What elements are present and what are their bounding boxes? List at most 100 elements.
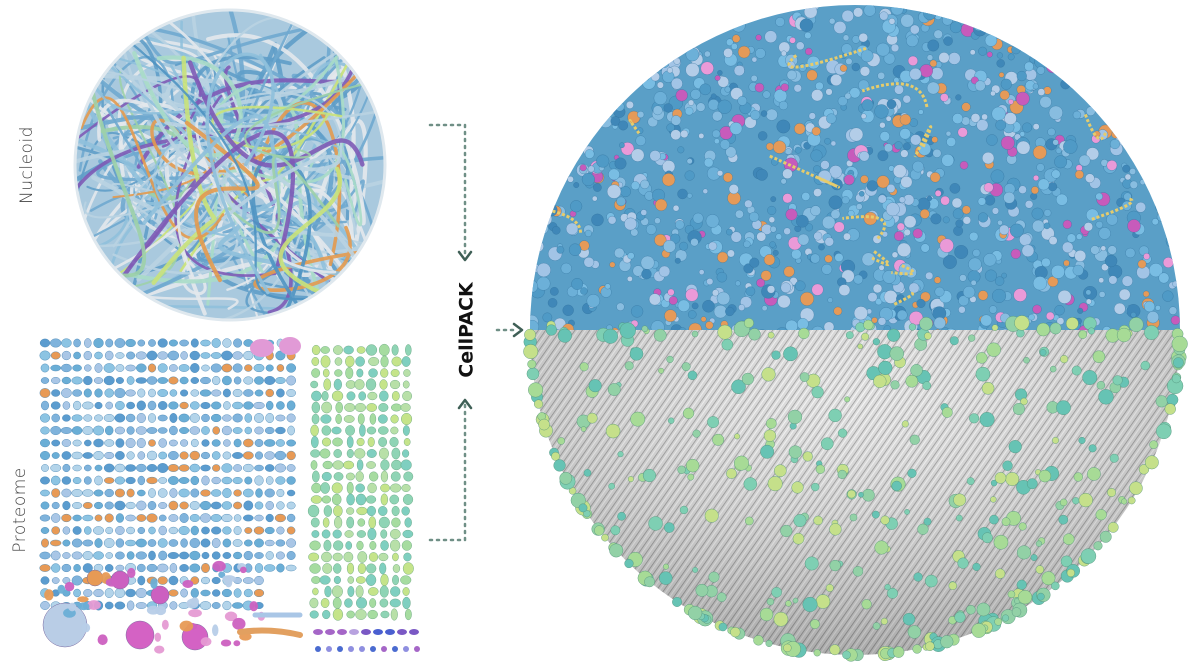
protein xyxy=(114,588,126,598)
protein xyxy=(136,438,146,448)
protein xyxy=(232,602,244,609)
membrane-protein xyxy=(907,625,921,639)
dna-strand xyxy=(116,130,296,286)
macromolecule xyxy=(926,54,934,61)
macromolecule xyxy=(551,15,561,24)
macromolecule xyxy=(616,196,626,207)
membrane-protein xyxy=(402,390,413,402)
macromolecule xyxy=(730,231,742,243)
macromolecule xyxy=(962,205,971,215)
protein xyxy=(265,513,274,523)
protein xyxy=(200,451,211,460)
membrane-protein xyxy=(847,489,856,499)
macromolecule xyxy=(783,266,795,278)
membrane-protein xyxy=(861,332,870,341)
macromolecule xyxy=(723,172,733,183)
macromolecule xyxy=(789,37,796,44)
macromolecule xyxy=(1032,276,1047,291)
macromolecule xyxy=(893,164,907,178)
rna-strand xyxy=(1090,197,1134,222)
protein xyxy=(103,463,115,473)
protein xyxy=(178,477,190,484)
macromolecule xyxy=(1123,192,1132,201)
membrane-protein xyxy=(1121,498,1128,505)
membrane-protein xyxy=(1078,330,1088,339)
macromolecule xyxy=(694,5,701,10)
macromolecule xyxy=(1017,19,1024,26)
macromolecule xyxy=(552,101,565,114)
membrane-protein xyxy=(1149,440,1158,450)
macromolecule xyxy=(758,11,764,18)
macromolecule xyxy=(1062,219,1072,229)
macromolecule xyxy=(837,96,848,106)
macromolecule xyxy=(1043,209,1052,217)
membrane-protein xyxy=(829,644,841,656)
macromolecule xyxy=(1048,105,1063,120)
macromolecule xyxy=(943,36,953,46)
macromolecule xyxy=(770,225,777,233)
macromolecule xyxy=(1009,223,1024,238)
macromolecule xyxy=(552,226,561,235)
macromolecule xyxy=(546,28,561,42)
protein xyxy=(136,500,147,511)
arrowhead-right xyxy=(512,322,524,338)
membrane-protein xyxy=(403,471,414,482)
membrane-protein xyxy=(627,476,634,483)
membrane-protein xyxy=(765,418,777,429)
membrane-protein xyxy=(687,370,698,381)
macromolecule xyxy=(841,196,850,205)
protein xyxy=(83,589,93,597)
protein xyxy=(211,389,222,397)
protein xyxy=(200,464,211,472)
protein xyxy=(39,388,51,398)
protein xyxy=(189,413,200,423)
macromolecule xyxy=(995,119,1007,131)
macromolecule xyxy=(563,117,575,128)
macromolecule xyxy=(953,225,964,236)
protein xyxy=(72,439,82,447)
membrane-protein xyxy=(320,414,332,424)
macromolecule xyxy=(1143,14,1152,23)
protein xyxy=(211,413,222,423)
protein xyxy=(126,600,135,611)
macromolecule xyxy=(565,5,578,14)
macromolecule xyxy=(958,295,970,307)
macromolecule xyxy=(810,253,821,264)
macromolecule xyxy=(1150,8,1159,18)
macromolecule xyxy=(794,280,806,292)
macromolecule xyxy=(988,305,998,314)
protein xyxy=(254,413,264,423)
macromolecule xyxy=(1106,213,1118,226)
membrane-protein xyxy=(366,449,377,458)
membrane-protein xyxy=(925,641,935,651)
macromolecule xyxy=(1124,69,1132,77)
macromolecule xyxy=(775,17,785,27)
macromolecule xyxy=(939,238,954,253)
membrane-protein xyxy=(717,324,733,340)
macromolecule xyxy=(834,253,844,262)
membrane-protein xyxy=(692,567,699,573)
protein xyxy=(199,500,212,511)
membrane-protein xyxy=(333,575,341,585)
macromolecule xyxy=(842,34,850,41)
macromolecule xyxy=(701,5,708,9)
membrane-protein xyxy=(357,518,366,527)
membrane-protein xyxy=(402,529,414,539)
protein xyxy=(275,476,286,485)
membrane-protein xyxy=(378,447,389,460)
macromolecule xyxy=(532,240,544,253)
membrane-protein xyxy=(1020,397,1028,406)
protein xyxy=(254,475,264,486)
macromolecule xyxy=(717,76,729,88)
protein xyxy=(168,500,179,511)
macromolecule xyxy=(1138,38,1152,52)
macromolecule xyxy=(756,329,768,330)
rna-strand xyxy=(861,82,929,108)
membrane-protein xyxy=(551,451,560,461)
protein xyxy=(276,526,285,535)
macromolecule xyxy=(582,65,591,74)
protein xyxy=(243,550,253,561)
protein xyxy=(72,364,82,372)
membrane-protein xyxy=(390,586,401,597)
macromolecule xyxy=(1056,317,1065,325)
